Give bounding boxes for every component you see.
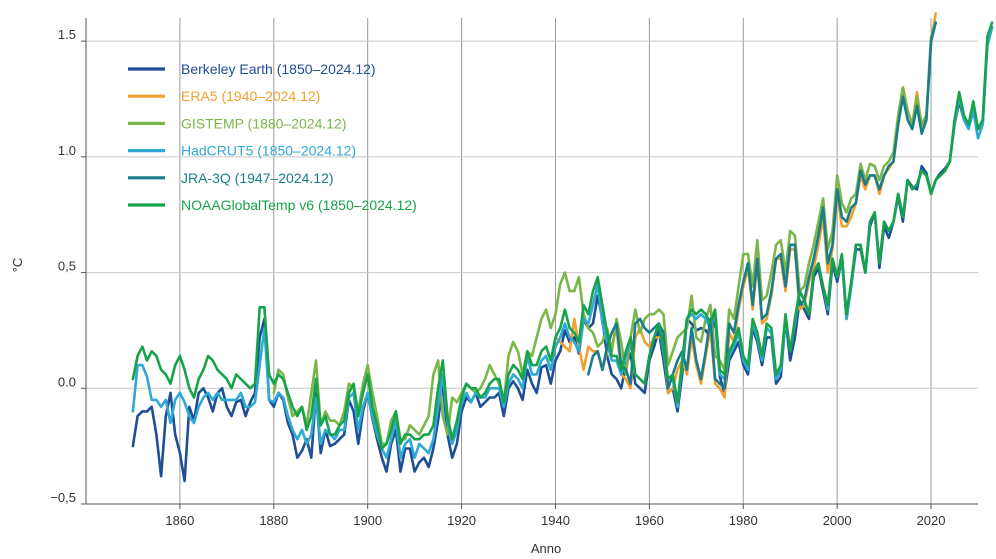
x-tick-label: 2020 bbox=[917, 513, 946, 528]
x-tick-label: 1920 bbox=[447, 513, 476, 528]
y-axis-ticks: −0,5 0.0 0,5 1.0 1.5 bbox=[50, 27, 86, 505]
x-tick-label: 1980 bbox=[729, 513, 758, 528]
plot-frame bbox=[85, 18, 978, 505]
x-tick-label: 1940 bbox=[541, 513, 570, 528]
y-tick-label: −0,5 bbox=[50, 490, 76, 505]
legend-label: Berkeley Earth (1850–2024.12) bbox=[181, 61, 376, 77]
y-tick-label: 0,5 bbox=[58, 259, 76, 274]
x-tick-label: 1880 bbox=[259, 513, 288, 528]
x-axis-title: Anno bbox=[531, 541, 561, 556]
y-axis-title: °C bbox=[10, 258, 25, 273]
legend-label: ERA5 (1940–2024.12) bbox=[181, 88, 320, 104]
legend: Berkeley Earth (1850–2024.12) ERA5 (1940–… bbox=[128, 61, 417, 213]
series-layer bbox=[131, 12, 994, 483]
x-axis-ticks: 1860 1880 1900 1920 1940 1960 1980 2000 2020 bbox=[165, 504, 946, 528]
y-tick-label: 1.0 bbox=[58, 143, 76, 158]
legend-label: GISTEMP (1880–2024.12) bbox=[181, 115, 347, 131]
x-tick-label: 2000 bbox=[823, 513, 852, 528]
x-tick-label: 1860 bbox=[165, 513, 194, 528]
legend-label: NOAAGlobalTemp v6 (1850–2024.12) bbox=[181, 197, 417, 213]
x-tick-label: 1960 bbox=[635, 513, 664, 528]
legend-label: HadCRUT5 (1850–2024.12) bbox=[181, 143, 356, 159]
y-tick-label: 0.0 bbox=[58, 374, 76, 389]
y-tick-label: 1.5 bbox=[58, 27, 76, 42]
series-line-2 bbox=[272, 21, 938, 446]
series-line-5 bbox=[131, 21, 994, 450]
series-line-4 bbox=[586, 21, 938, 390]
legend-label: JRA-3Q (1947–2024.12) bbox=[181, 170, 334, 186]
x-tick-label: 1900 bbox=[353, 513, 382, 528]
